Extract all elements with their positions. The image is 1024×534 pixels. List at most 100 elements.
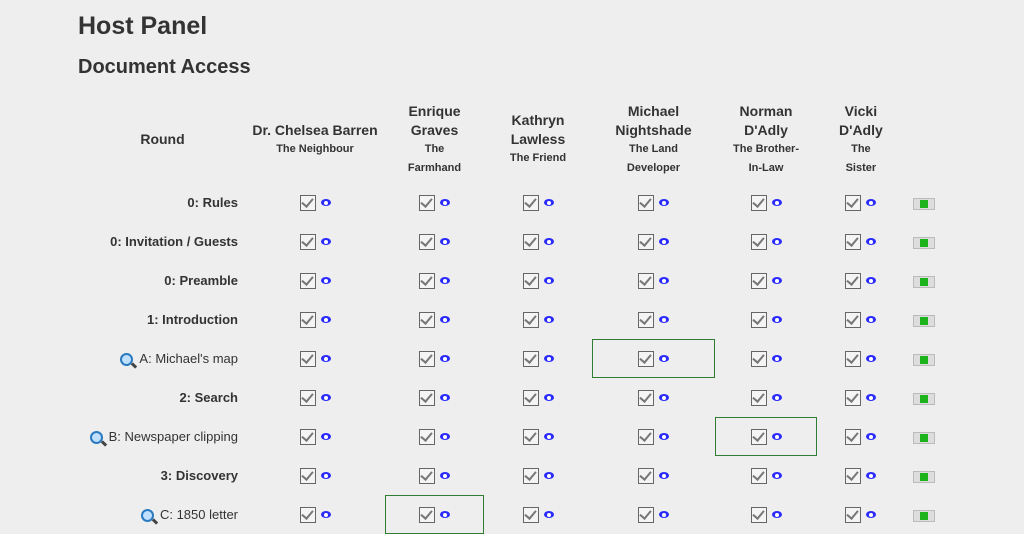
eye-icon[interactable] [320,472,331,480]
access-checkbox[interactable] [750,428,767,445]
eye-icon[interactable] [440,472,450,480]
access-checkbox[interactable] [522,311,539,328]
access-checkbox[interactable] [750,272,767,289]
eye-icon[interactable] [771,433,782,441]
toggle-all-button[interactable] [912,197,935,210]
access-checkbox[interactable] [638,428,654,445]
eye-icon[interactable] [543,316,554,324]
toggle-all-button[interactable] [912,470,935,483]
access-checkbox[interactable] [845,272,862,289]
access-checkbox[interactable] [419,272,435,289]
eye-icon[interactable] [771,238,782,246]
eye-icon[interactable] [771,199,782,207]
eye-icon[interactable] [320,199,331,207]
access-checkbox[interactable] [299,389,316,406]
access-checkbox[interactable] [845,350,862,367]
access-checkbox[interactable] [845,428,862,445]
magnifier-icon[interactable] [140,509,154,523]
eye-icon[interactable] [659,394,669,402]
eye-icon[interactable] [440,511,450,519]
eye-icon[interactable] [659,511,669,519]
access-checkbox[interactable] [299,311,316,328]
access-checkbox[interactable] [522,233,539,250]
access-checkbox[interactable] [845,194,862,211]
access-checkbox[interactable] [845,467,862,484]
access-checkbox[interactable] [750,389,767,406]
toggle-all-button[interactable] [912,353,935,366]
eye-icon[interactable] [659,472,669,480]
access-checkbox[interactable] [845,389,862,406]
eye-icon[interactable] [440,277,450,285]
access-checkbox[interactable] [845,233,862,250]
eye-icon[interactable] [320,394,331,402]
magnifier-icon[interactable] [89,431,103,445]
magnifier-icon[interactable] [120,353,134,367]
eye-icon[interactable] [866,355,877,363]
eye-icon[interactable] [659,433,669,441]
eye-icon[interactable] [866,238,877,246]
access-checkbox[interactable] [638,311,654,328]
access-checkbox[interactable] [419,194,435,211]
toggle-all-button[interactable] [912,431,935,444]
access-checkbox[interactable] [845,311,862,328]
access-checkbox[interactable] [750,467,767,484]
eye-icon[interactable] [659,355,669,363]
eye-icon[interactable] [440,238,450,246]
access-checkbox[interactable] [419,350,435,367]
toggle-all-button[interactable] [912,275,935,288]
access-checkbox[interactable] [750,194,767,211]
eye-icon[interactable] [771,511,782,519]
eye-icon[interactable] [659,199,669,207]
eye-icon[interactable] [866,472,877,480]
eye-icon[interactable] [543,277,554,285]
eye-icon[interactable] [320,511,331,519]
access-checkbox[interactable] [638,389,654,406]
access-checkbox[interactable] [419,467,435,484]
eye-icon[interactable] [543,238,554,246]
access-checkbox[interactable] [638,506,654,523]
eye-icon[interactable] [440,433,450,441]
eye-icon[interactable] [543,472,554,480]
access-checkbox[interactable] [419,311,435,328]
eye-icon[interactable] [543,433,554,441]
access-checkbox[interactable] [419,233,435,250]
access-checkbox[interactable] [299,506,316,523]
access-checkbox[interactable] [522,272,539,289]
eye-icon[interactable] [866,394,877,402]
access-checkbox[interactable] [638,272,654,289]
access-checkbox[interactable] [522,389,539,406]
access-checkbox[interactable] [750,350,767,367]
eye-icon[interactable] [320,277,331,285]
eye-icon[interactable] [771,394,782,402]
eye-icon[interactable] [866,199,877,207]
access-checkbox[interactable] [419,428,435,445]
access-checkbox[interactable] [299,467,316,484]
access-checkbox[interactable] [419,506,435,523]
access-checkbox[interactable] [522,506,539,523]
eye-icon[interactable] [771,355,782,363]
access-checkbox[interactable] [638,350,654,367]
eye-icon[interactable] [866,433,877,441]
access-checkbox[interactable] [522,194,539,211]
eye-icon[interactable] [771,277,782,285]
eye-icon[interactable] [866,277,877,285]
toggle-all-button[interactable] [912,314,935,327]
access-checkbox[interactable] [750,233,767,250]
eye-icon[interactable] [320,355,331,363]
access-checkbox[interactable] [522,428,539,445]
eye-icon[interactable] [771,472,782,480]
toggle-all-button[interactable] [912,236,935,249]
eye-icon[interactable] [659,316,669,324]
access-checkbox[interactable] [750,506,767,523]
toggle-all-button[interactable] [912,392,935,405]
access-checkbox[interactable] [522,350,539,367]
eye-icon[interactable] [320,316,331,324]
eye-icon[interactable] [440,355,450,363]
access-checkbox[interactable] [299,272,316,289]
eye-icon[interactable] [866,316,877,324]
eye-icon[interactable] [543,199,554,207]
eye-icon[interactable] [440,394,450,402]
access-checkbox[interactable] [299,233,316,250]
eye-icon[interactable] [866,511,877,519]
eye-icon[interactable] [543,355,554,363]
